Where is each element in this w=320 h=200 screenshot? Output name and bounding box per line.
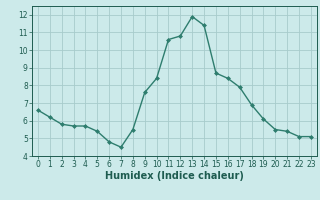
X-axis label: Humidex (Indice chaleur): Humidex (Indice chaleur) bbox=[105, 171, 244, 181]
